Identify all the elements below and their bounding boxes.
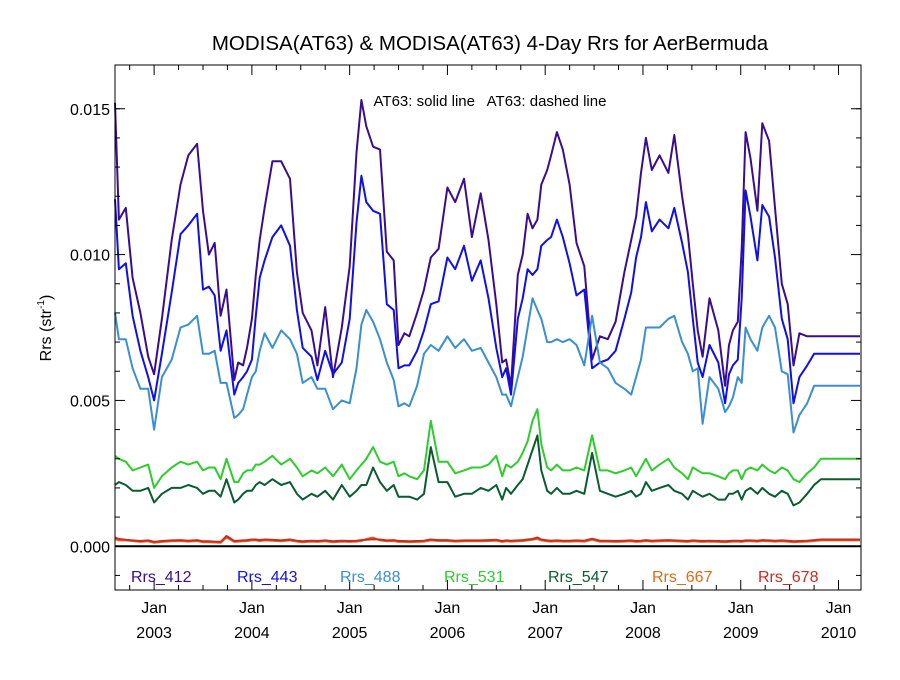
x-tick-label-year: 2008 bbox=[625, 625, 661, 642]
chart-title: MODISA(AT63) & MODISA(AT63) 4-Day Rrs fo… bbox=[212, 32, 769, 55]
series-line-rrs-678 bbox=[114, 535, 860, 543]
legend-item-rrs-547: Rrs_547 bbox=[548, 569, 609, 586]
legend-item-rrs-412: Rrs_412 bbox=[131, 569, 192, 586]
series-line-rrs-547 bbox=[114, 434, 860, 507]
y-tick-label: 0.005 bbox=[70, 393, 110, 410]
y-axis-label-sup: -1 bbox=[36, 300, 47, 309]
series-line-rrs-488 bbox=[114, 297, 860, 434]
x-tick-label-month: Jan bbox=[435, 600, 461, 617]
x-tick-label-year: 2007 bbox=[527, 625, 563, 642]
series-line-rrs-443 bbox=[114, 174, 860, 405]
chart-annotation: AT63: solid line AT63: dashed line bbox=[374, 93, 607, 110]
x-tick-label-month: Jan bbox=[728, 600, 754, 617]
series-line-rrs-412 bbox=[114, 99, 860, 387]
x-tick-label-year: 2004 bbox=[234, 625, 270, 642]
x-tick-label-year: 2006 bbox=[430, 625, 466, 642]
x-tick-label-year: 2003 bbox=[136, 625, 172, 642]
legend-item-rrs-488: Rrs_488 bbox=[340, 569, 401, 586]
ticks-layer: 0.000 0.005 0.010 0.015 Jan 2003 Jan 2004 Jan 200… bbox=[70, 65, 861, 642]
legend-item-rrs-443: Rrs_443 bbox=[237, 569, 298, 586]
legend-item-rrs-531: Rrs_531 bbox=[444, 569, 505, 586]
x-tick-label-year: 2009 bbox=[723, 625, 759, 642]
y-tick-label: 0.000 bbox=[70, 539, 110, 556]
y-tick-label: 0.010 bbox=[70, 248, 110, 265]
legend-item-rrs-678: Rrs_678 bbox=[758, 569, 819, 586]
series-line-rrs-531 bbox=[114, 408, 860, 489]
y-axis-label: Rrs (str-1) bbox=[36, 295, 55, 362]
y-axis-label-main: Rrs (str bbox=[38, 308, 55, 361]
plot-frame bbox=[114, 64, 862, 591]
x-tick-label-month: Jan bbox=[239, 600, 265, 617]
x-tick-label-year: 2010 bbox=[821, 625, 857, 642]
x-tick-label-month: Jan bbox=[141, 600, 167, 617]
y-axis-label-tail: ) bbox=[38, 295, 55, 300]
legend: Rrs_412 Rrs_443 Rrs_488 Rrs_531 Rrs_547 Rrs_6… bbox=[131, 569, 819, 586]
x-tick-label-month: Jan bbox=[826, 600, 852, 617]
y-tick-label: 0.015 bbox=[70, 102, 110, 119]
x-tick-label-month: Jan bbox=[337, 600, 363, 617]
x-tick-label-year: 2005 bbox=[332, 625, 368, 642]
x-tick-label-month: Jan bbox=[532, 600, 558, 617]
x-tick-label-month: Jan bbox=[630, 600, 656, 617]
series-layer bbox=[114, 99, 860, 544]
legend-item-rrs-667: Rrs_667 bbox=[652, 569, 713, 586]
